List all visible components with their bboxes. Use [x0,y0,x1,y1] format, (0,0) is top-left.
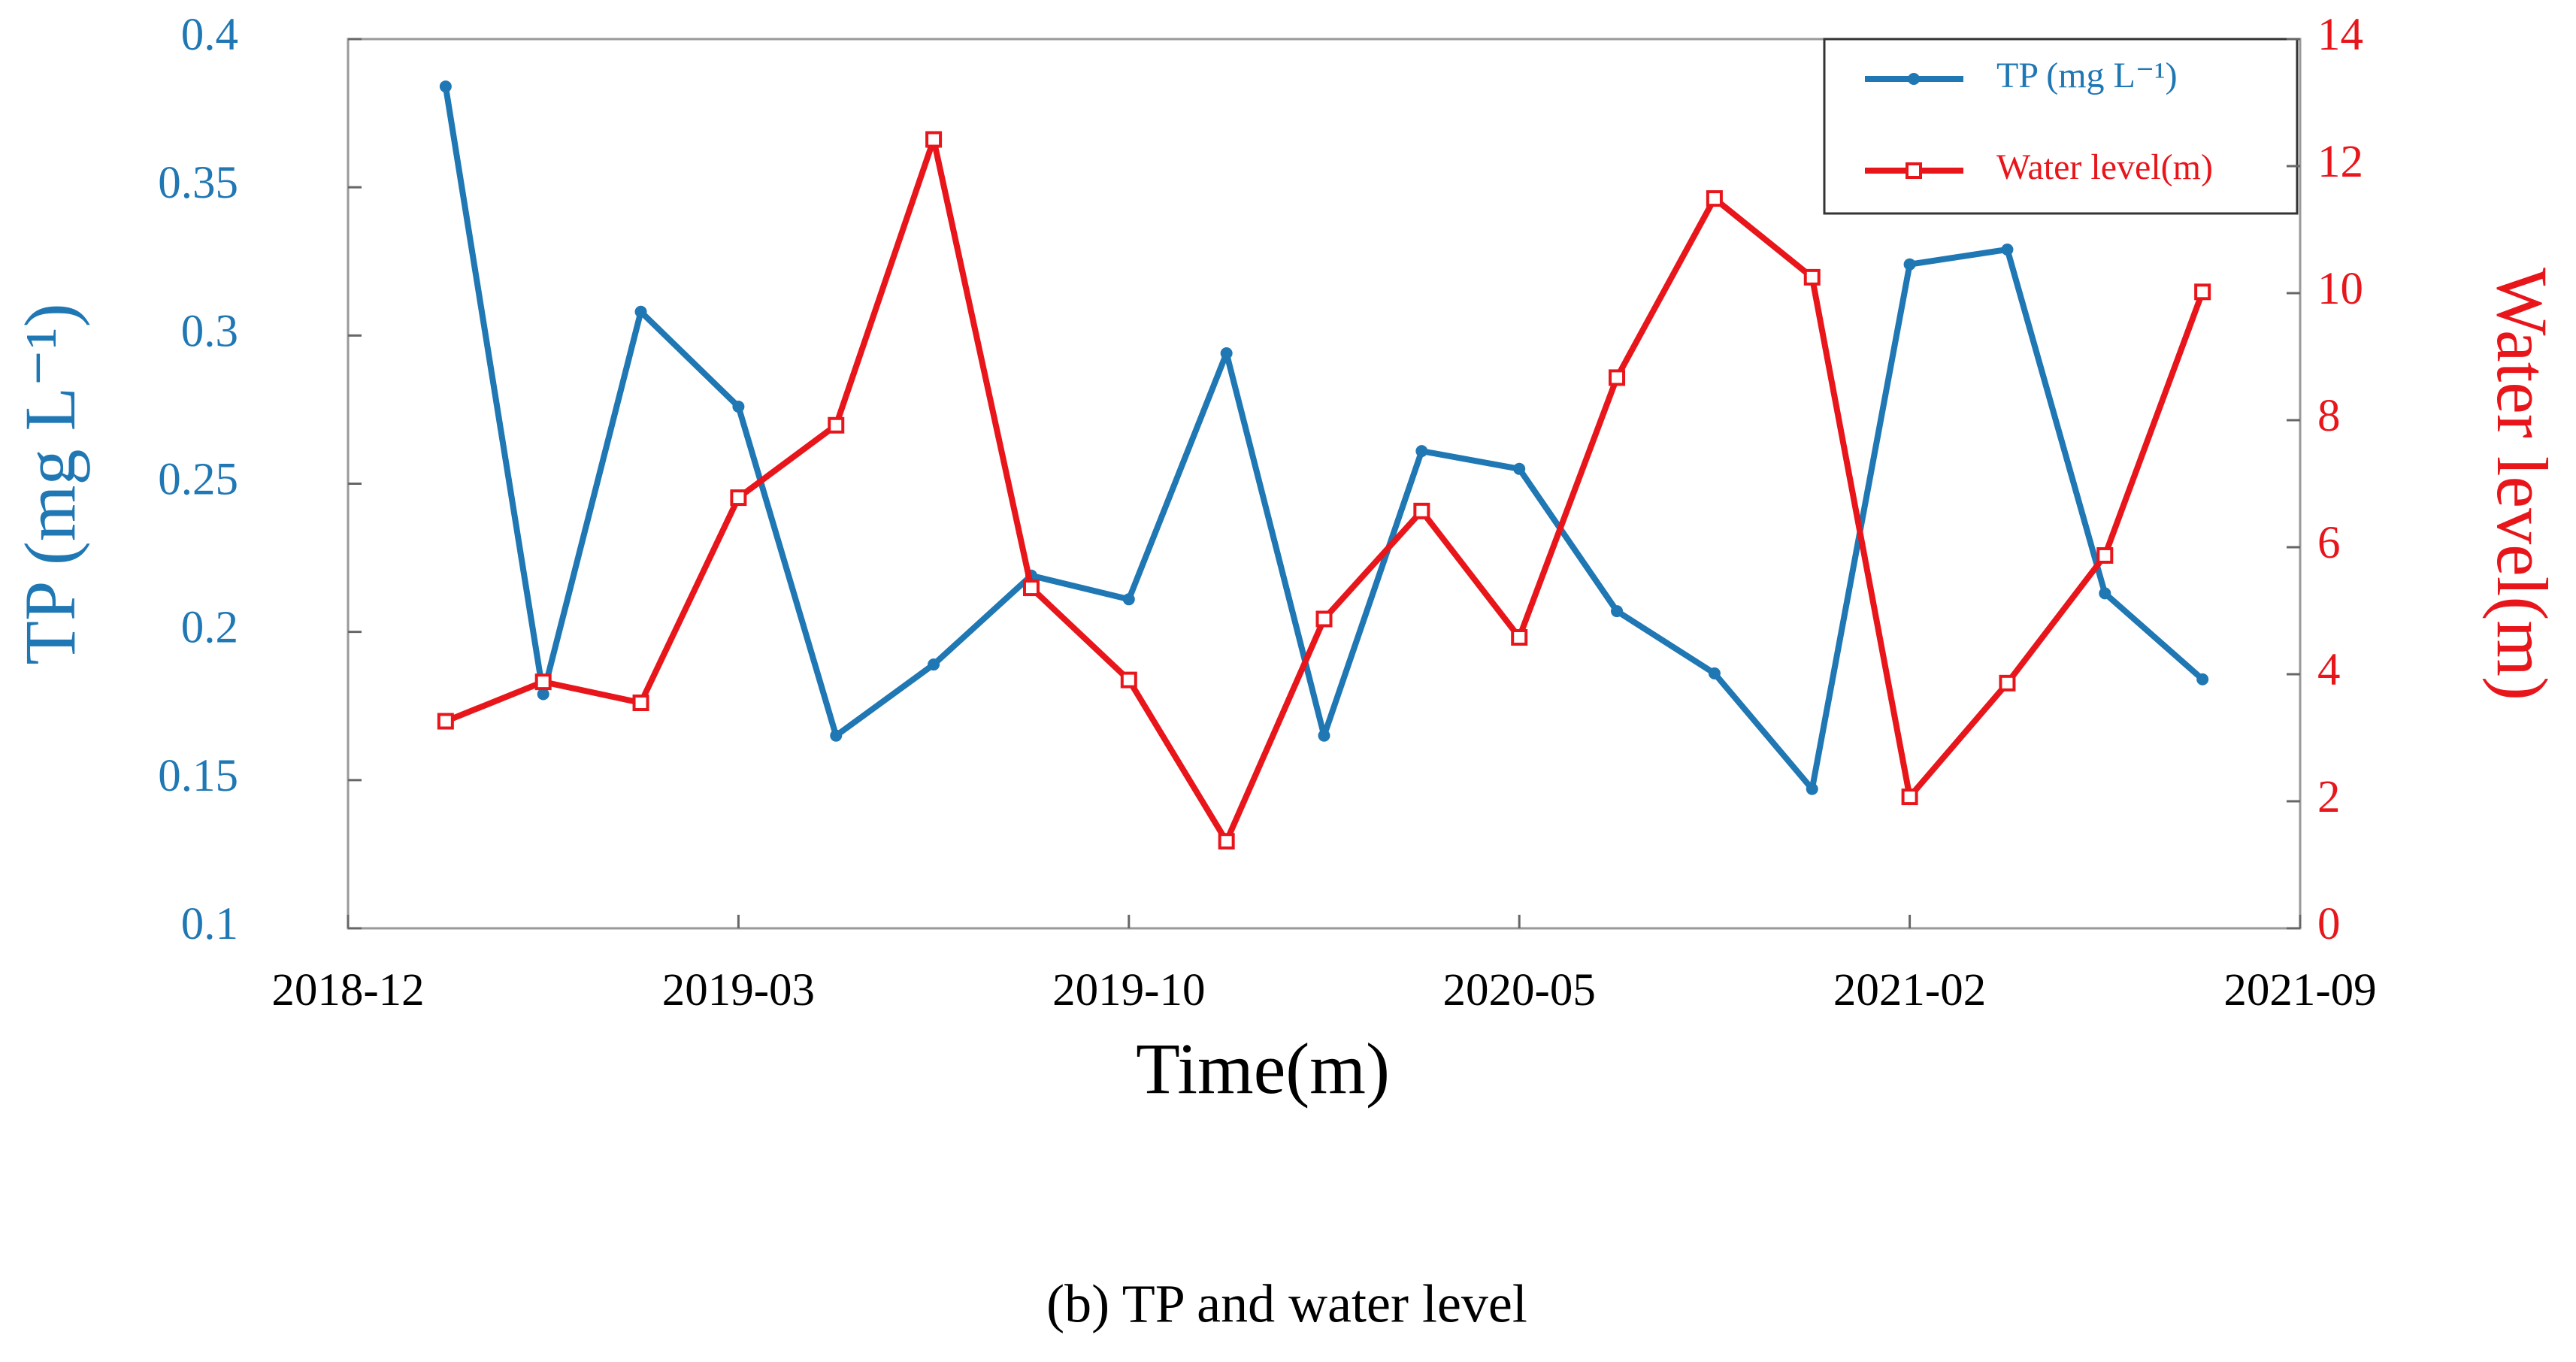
marker [928,658,940,671]
y2-tick-label: 2 [2317,772,2341,822]
marker [1708,667,1721,679]
legend-box [1823,38,2299,215]
marker [1122,593,1135,606]
x-tick-label: 2018-12 [271,965,424,1015]
marker [830,729,843,742]
marker [730,489,747,507]
marker [1609,369,1626,386]
marker [632,695,649,712]
y-tick-label: 0.35 [158,158,238,208]
marker [1803,268,1821,286]
x-tick-label: 2019-10 [1052,965,1205,1015]
marker [732,400,745,413]
marker [1318,729,1330,742]
marker [828,416,845,434]
caption: (b) TP and water level [1046,1274,1527,1334]
marker [1511,628,1528,646]
marker [2196,673,2209,686]
y-tick-label: 0.25 [158,455,238,505]
marker [1706,190,1723,207]
x-tick-label: 2021-09 [2223,965,2376,1015]
x-tick-label: 2021-02 [1833,965,1986,1015]
y-tick-label: 0.1 [181,899,238,949]
marker [437,713,454,730]
marker [1220,347,1233,359]
marker [2001,243,2014,256]
marker [1218,833,1235,850]
y-axis-label: TP (mg L⁻¹) [10,303,90,664]
marker [2099,587,2111,600]
marker [1415,445,1428,458]
marker [1022,580,1040,597]
legend-label: TP (mg L⁻¹) [1996,56,2178,95]
y2-tick-label: 14 [2317,10,2363,60]
x-axis-label: Time(m) [1136,1028,1390,1109]
y-tick-label: 0.4 [181,10,238,60]
legend-label: Water level(m) [1996,147,2213,187]
y2-tick-label: 12 [2317,137,2363,187]
marker [1120,671,1137,689]
y2-axis-label: Water level(m) [2482,268,2562,701]
x-tick-label: 2019-03 [662,965,815,1015]
marker [634,305,647,318]
y2-tick-label: 6 [2317,518,2341,568]
y2-tick-label: 10 [2317,264,2363,314]
legend-marker [1906,162,1922,179]
y2-tick-label: 8 [2317,391,2341,441]
y2-tick-label: 0 [2317,899,2341,949]
marker [1413,502,1430,519]
marker [439,80,452,93]
marker [1611,605,1624,618]
marker [1901,788,1918,806]
marker [1315,610,1333,628]
marker [2194,283,2211,301]
legend-marker [1908,73,1920,85]
y-tick-label: 0.15 [158,751,238,801]
marker [1806,782,1818,795]
y-tick-label: 0.3 [181,306,238,356]
marker [1999,674,2016,692]
y-tick-label: 0.2 [181,603,238,653]
marker [1903,258,1916,271]
marker [534,673,552,691]
x-tick-label: 2020-05 [1443,965,1596,1015]
marker [925,131,943,148]
marker [1513,462,1526,475]
y2-tick-label: 4 [2317,645,2341,695]
marker [537,688,549,701]
marker [2096,546,2114,564]
